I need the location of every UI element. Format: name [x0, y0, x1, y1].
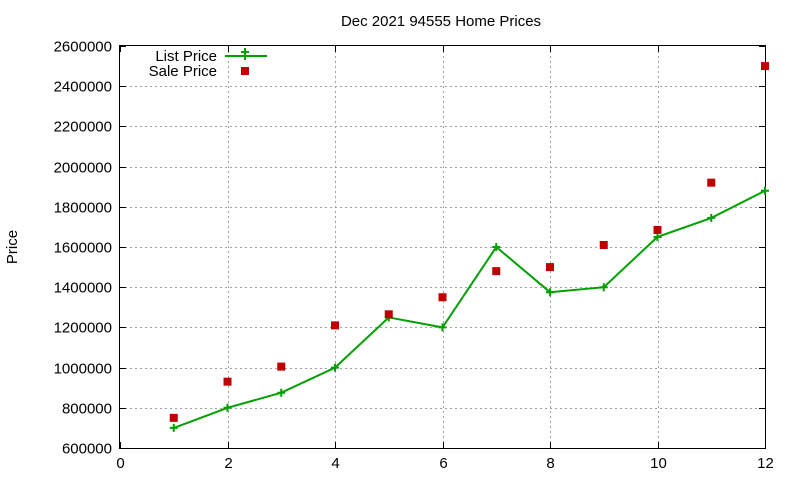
sale-price-point — [438, 293, 447, 302]
list-price-point — [277, 388, 286, 397]
sale-price-point — [707, 178, 716, 187]
list-price-point — [492, 243, 501, 251]
legend-label-sale-price: Sale Price — [149, 63, 217, 80]
sale-price-point — [223, 377, 232, 386]
y-tick-label: 2200000 — [54, 119, 112, 136]
list-price-point — [761, 186, 769, 195]
y-tick-label: 2400000 — [54, 79, 112, 96]
legend-marker-list-price — [241, 48, 249, 60]
x-tick-label: 2 — [224, 455, 232, 472]
legend: List Price Sale Price — [149, 48, 267, 80]
list-price-point — [331, 363, 339, 372]
list-price-point — [438, 323, 447, 332]
y-tick-label: 2600000 — [54, 39, 112, 56]
plot-frame — [119, 45, 766, 449]
y-tick-label: 1400000 — [54, 280, 112, 297]
sale-price-point — [277, 362, 286, 371]
list-price-point — [546, 288, 554, 297]
list-price-point — [653, 232, 662, 241]
sale-price-point — [492, 267, 501, 276]
sale-price-point — [169, 413, 178, 422]
chart-title: Dec 2021 94555 Home Prices — [341, 13, 541, 30]
sale-price-point — [331, 321, 339, 330]
x-tick-label: 0 — [116, 455, 124, 472]
legend-marker-sale-price — [241, 67, 249, 75]
y-tick-label: 800000 — [62, 401, 112, 418]
series-layer — [169, 62, 769, 432]
y-axis-label: Price — [4, 230, 21, 264]
y-tick-label: 1200000 — [54, 320, 112, 337]
sale-price-point — [599, 240, 608, 249]
series-line-list-price — [173, 189, 766, 429]
sale-price-point — [546, 263, 554, 272]
x-tick-label: 4 — [331, 455, 339, 472]
list-price-point — [707, 213, 716, 222]
grid — [120, 46, 765, 448]
sale-price-point — [384, 310, 393, 319]
sale-price-point — [653, 225, 662, 234]
y-tick-label: 1800000 — [54, 200, 112, 217]
ticks: 600000 800000 1000000 1200000 1400000 1600000… — [54, 39, 774, 473]
x-tick-label: 10 — [650, 455, 667, 472]
list-price-point — [169, 423, 178, 432]
y-tick-label: 1000000 — [54, 361, 112, 378]
y-tick-label: 1600000 — [54, 240, 112, 257]
y-tick-label: 600000 — [62, 441, 112, 458]
sale-price-point — [761, 62, 769, 71]
x-tick-label: 12 — [757, 455, 774, 472]
x-tick-label: 6 — [439, 455, 447, 472]
legend-label-list-price: List Price — [155, 48, 217, 65]
list-price-point — [223, 403, 232, 412]
x-tick-label: 8 — [546, 455, 554, 472]
list-price-point — [599, 283, 608, 292]
y-tick-label: 2000000 — [54, 160, 112, 177]
